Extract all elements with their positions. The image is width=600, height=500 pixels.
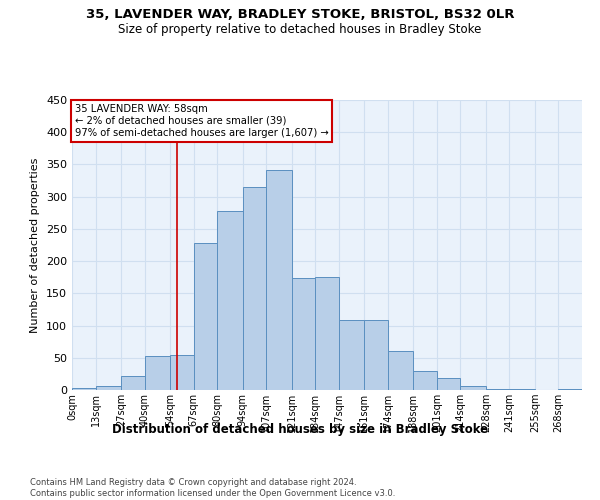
Bar	[315, 277, 339, 390]
Bar	[364, 320, 388, 390]
Bar	[121, 376, 145, 390]
Bar	[145, 356, 170, 390]
Bar	[486, 388, 509, 390]
Bar	[72, 388, 95, 390]
Bar	[388, 352, 413, 390]
Bar	[194, 243, 217, 390]
Bar	[437, 378, 460, 390]
Bar	[460, 386, 486, 390]
Bar	[292, 278, 315, 390]
Bar	[95, 386, 121, 390]
Text: Size of property relative to detached houses in Bradley Stoke: Size of property relative to detached ho…	[118, 22, 482, 36]
Bar	[170, 355, 194, 390]
Bar	[266, 170, 292, 390]
Bar	[339, 320, 364, 390]
Bar	[559, 388, 582, 390]
Text: Distribution of detached houses by size in Bradley Stoke: Distribution of detached houses by size …	[112, 422, 488, 436]
Text: 35 LAVENDER WAY: 58sqm
← 2% of detached houses are smaller (39)
97% of semi-deta: 35 LAVENDER WAY: 58sqm ← 2% of detached …	[74, 104, 328, 138]
Y-axis label: Number of detached properties: Number of detached properties	[31, 158, 40, 332]
Text: 35, LAVENDER WAY, BRADLEY STOKE, BRISTOL, BS32 0LR: 35, LAVENDER WAY, BRADLEY STOKE, BRISTOL…	[86, 8, 514, 20]
Bar	[217, 211, 242, 390]
Bar	[413, 370, 437, 390]
Text: Contains HM Land Registry data © Crown copyright and database right 2024.
Contai: Contains HM Land Registry data © Crown c…	[30, 478, 395, 498]
Bar	[242, 187, 266, 390]
